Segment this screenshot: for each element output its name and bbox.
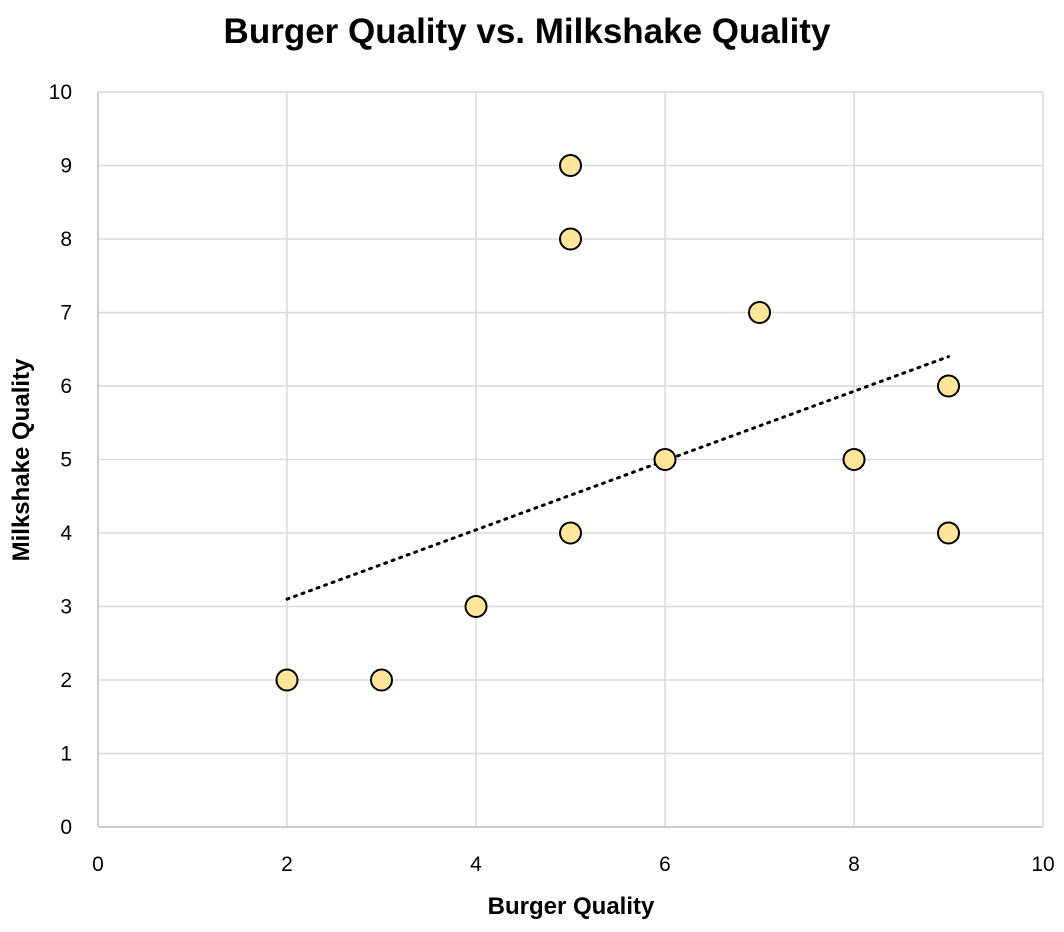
x-tick-labels: 0 2 4 6 8 10 bbox=[92, 853, 1055, 876]
gridlines bbox=[98, 91, 1044, 827]
trendline bbox=[285, 355, 950, 601]
scatter-point bbox=[275, 668, 299, 692]
y-tick-label: 10 bbox=[49, 81, 72, 104]
y-tick-label: 6 bbox=[60, 375, 72, 398]
x-tick-label: 6 bbox=[659, 853, 671, 876]
y-axis-label: Milkshake Quality bbox=[8, 358, 35, 561]
y-tick-label: 8 bbox=[60, 228, 72, 251]
axes bbox=[97, 92, 1043, 828]
scatter-point bbox=[842, 448, 866, 471]
y-tick-label: 5 bbox=[60, 449, 72, 472]
scatter-point bbox=[559, 227, 582, 251]
y-tick-label: 3 bbox=[60, 596, 72, 619]
y-tick-label: 9 bbox=[60, 155, 72, 178]
scatter-point bbox=[937, 521, 960, 545]
x-tick-label: 8 bbox=[848, 853, 860, 876]
scatter-point bbox=[559, 521, 582, 545]
y-tick-label: 2 bbox=[60, 669, 72, 692]
scatter-point bbox=[464, 595, 488, 618]
y-tick-label: 7 bbox=[60, 302, 72, 325]
x-tick-label: 2 bbox=[281, 853, 293, 876]
y-tick-labels: 0 1 2 3 4 5 6 7 8 9 10 bbox=[49, 81, 73, 839]
scatter-point bbox=[559, 154, 582, 177]
trendline-group bbox=[285, 355, 950, 601]
scatter-point bbox=[653, 448, 677, 471]
y-tick-label: 0 bbox=[60, 816, 72, 839]
x-tick-label: 4 bbox=[470, 853, 482, 876]
y-tick-label: 4 bbox=[60, 522, 72, 545]
data-points bbox=[275, 154, 960, 692]
scatter-point bbox=[370, 668, 393, 692]
x-tick-label: 0 bbox=[92, 853, 104, 876]
scatter-point bbox=[937, 374, 960, 398]
scatter-point bbox=[748, 301, 771, 324]
x-axis-label: Burger Quality bbox=[488, 893, 655, 920]
chart-title: Burger Quality vs. Milkshake Quality bbox=[224, 12, 831, 51]
x-tick-label: 10 bbox=[1031, 853, 1054, 876]
y-tick-label: 1 bbox=[60, 743, 72, 766]
